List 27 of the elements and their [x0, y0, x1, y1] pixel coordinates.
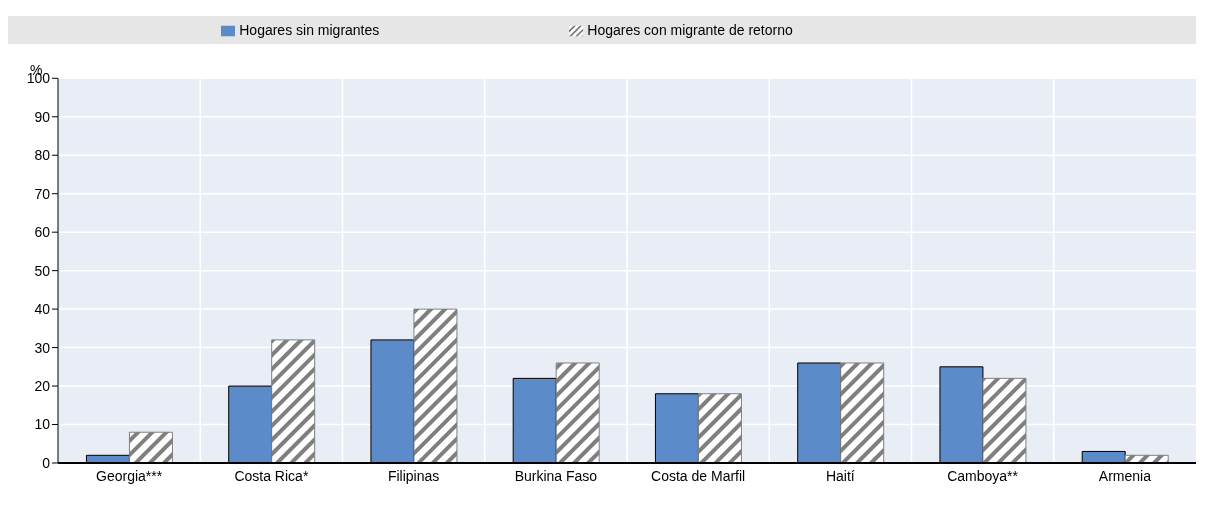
y-tick-label: 30: [34, 339, 51, 356]
bar: [413, 308, 458, 463]
x-tick-label: Georgia***: [96, 467, 163, 484]
legend-label: Hogares sin migrantes: [239, 22, 380, 38]
bar: [697, 393, 742, 463]
y-tick-label: 20: [34, 378, 51, 395]
y-tick-label: 80: [34, 147, 51, 164]
bar: [555, 362, 600, 463]
bar: [840, 362, 885, 463]
x-tick-label: Costa de Marfil: [651, 467, 746, 484]
y-tick-label: 50: [34, 262, 51, 279]
x-tick-label: Costa Rica*: [234, 467, 309, 484]
y-tick-label: 70: [34, 185, 51, 202]
x-tick-label: Haití: [825, 467, 855, 484]
y-tick-label: 10: [34, 416, 51, 433]
legend-label: Hogares con migrante de retorno: [587, 22, 793, 38]
x-tick-label: Armenia: [1098, 467, 1152, 484]
x-tick-label: Burkina Faso: [514, 467, 598, 484]
bar: [982, 377, 1027, 463]
x-tick-label: Camboya**: [947, 467, 1019, 484]
x-tick-label: Filipinas: [387, 467, 440, 484]
y-tick-label: 40: [34, 301, 51, 318]
y-tick-label: 90: [34, 108, 51, 125]
bar: [128, 431, 173, 463]
bar: [271, 339, 316, 463]
y-tick-label: 0: [42, 454, 51, 471]
y-tick-label: 60: [34, 224, 51, 241]
